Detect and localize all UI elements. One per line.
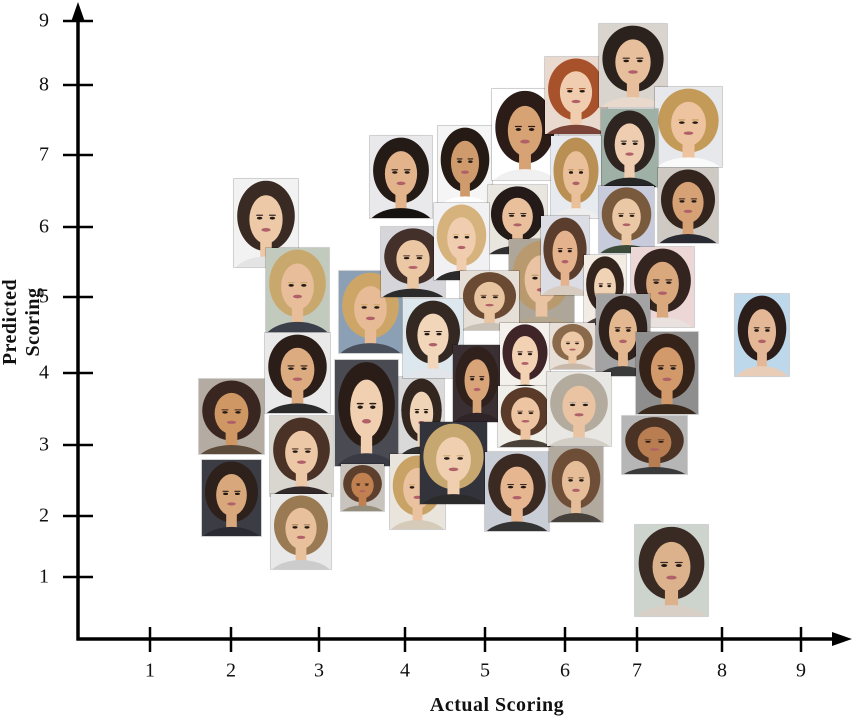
face-photo-point-face-43 <box>633 524 709 618</box>
y-tick-label: 1 <box>39 565 49 588</box>
y-tick-label: 7 <box>39 143 49 166</box>
x-tick-label: 6 <box>560 659 570 682</box>
face-photo-point-face-04 <box>368 134 433 219</box>
face-photo-point-face-08 <box>543 56 608 135</box>
y-axis-title: Predicted Scoring <box>0 278 44 366</box>
x-tick-label: 1 <box>145 659 155 682</box>
face-photo-point-face-23 <box>499 321 551 394</box>
face-photo-point-face-38 <box>484 450 550 532</box>
face-photo-point-face-32 <box>268 414 334 497</box>
face-photo-point-face-31 <box>333 358 399 467</box>
x-tick-label: 2 <box>226 659 236 682</box>
face-photo-point-face-35 <box>270 492 333 570</box>
face-photo-point-face-39 <box>547 445 604 523</box>
face-photo-point-face-25 <box>594 293 651 377</box>
y-tick-label: 3 <box>39 433 49 456</box>
face-photo-point-face-30 <box>197 377 265 455</box>
face-photo-point-face-28 <box>452 344 502 424</box>
x-tick-label: 9 <box>796 659 806 682</box>
face-photo-point-face-41 <box>546 371 613 447</box>
x-axis-title: Actual Scoring <box>429 694 565 716</box>
y-tick-label: 9 <box>39 9 49 32</box>
face-photo-point-face-40 <box>496 384 554 448</box>
x-tick-label: 8 <box>717 659 727 682</box>
x-axis-arrow <box>832 632 852 646</box>
face-photo-point-face-02 <box>264 247 330 333</box>
face-photo-point-face-26 <box>733 293 790 377</box>
x-tick-label: 4 <box>400 659 410 682</box>
face-photo-point-face-21 <box>458 270 520 332</box>
y-tick-label: 8 <box>39 73 49 96</box>
face-photo-point-face-34 <box>200 459 262 538</box>
face-photo-point-face-37 <box>418 420 488 505</box>
face-photo-point-face-12 <box>549 134 602 219</box>
x-tick-label: 3 <box>314 659 324 682</box>
face-photo-point-face-42 <box>620 415 688 475</box>
face-photo-point-face-10 <box>653 86 723 168</box>
face-photo-point-face-06 <box>437 124 493 207</box>
face-photo-point-face-29 <box>263 332 331 414</box>
face-photo-point-face-24 <box>548 322 596 371</box>
y-axis-arrow <box>71 2 85 22</box>
face-photo-point-face-14 <box>657 166 719 244</box>
face-photo-point-face-22 <box>402 298 464 380</box>
y-tick-label: 5 <box>39 285 49 308</box>
x-tick-label: 7 <box>632 659 642 682</box>
face-photo-point-face-13 <box>597 185 655 255</box>
face-photo-point-face-27 <box>634 331 699 415</box>
y-tick-label: 2 <box>39 504 49 527</box>
face-photo-point-face-16 <box>432 201 490 281</box>
y-tick-label: 4 <box>39 361 49 384</box>
x-tick-label: 5 <box>480 659 490 682</box>
face-photo-point-face-33 <box>339 463 385 513</box>
y-tick-label: 6 <box>39 215 49 238</box>
face-photo-point-face-17 <box>540 214 590 296</box>
face-photo-point-face-11 <box>600 108 660 188</box>
